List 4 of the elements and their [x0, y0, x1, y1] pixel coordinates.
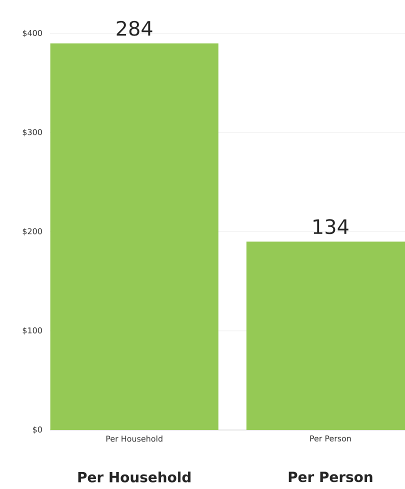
text: Per Person: [288, 472, 372, 482]
annotation: 134: [314, 219, 348, 234]
text: Per Household: [78, 472, 190, 482]
annotation: 284: [116, 20, 152, 36]
